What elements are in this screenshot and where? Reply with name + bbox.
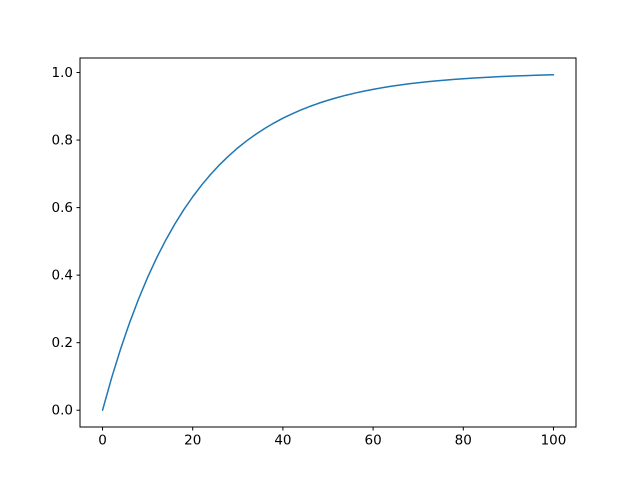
series-line (101, 74, 555, 411)
x-tick-label: 80 (455, 433, 472, 449)
x-tick-label: 40 (274, 433, 291, 449)
y-tick-label: 1.0 (52, 65, 73, 81)
x-tick-label: 20 (184, 433, 201, 449)
x-tick-label: 60 (364, 433, 381, 449)
y-tick-label: 0.0 (52, 403, 73, 419)
y-tick-label: 0.6 (52, 200, 73, 216)
y-tick-label: 0.2 (52, 335, 73, 351)
y-tick-label: 0.8 (52, 133, 73, 149)
axes-frame (79, 57, 577, 428)
x-tick-label: 0 (98, 433, 107, 449)
plot-area (80, 58, 576, 427)
y-tick-label: 0.4 (52, 268, 73, 284)
x-tick-label: 100 (541, 433, 567, 449)
